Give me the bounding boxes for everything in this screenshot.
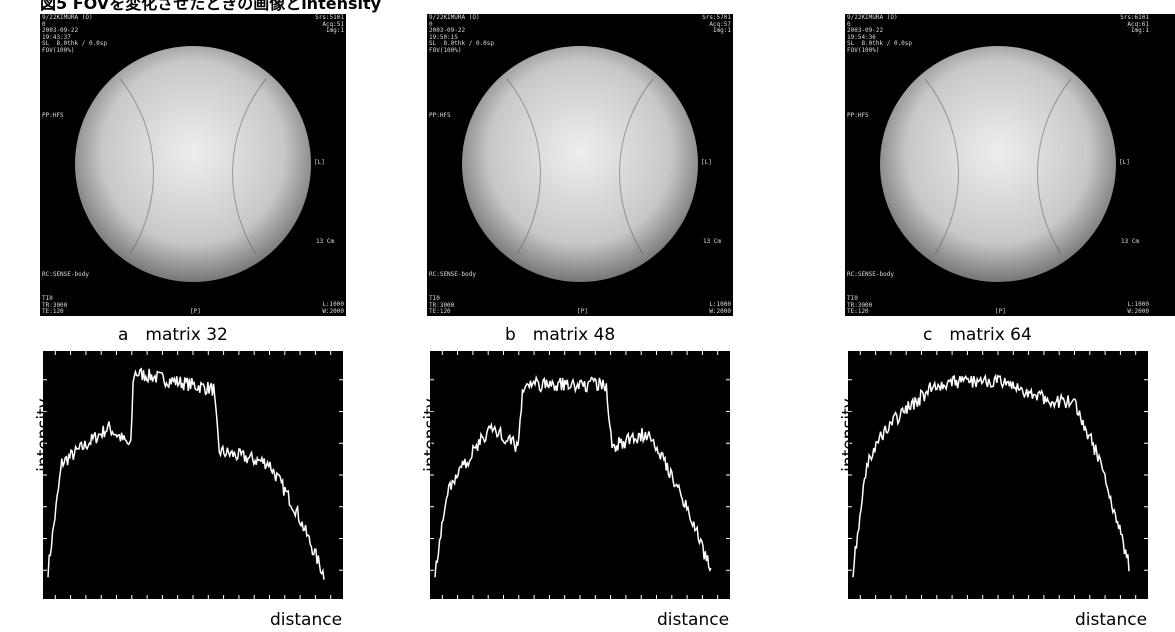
phantom-disc [462, 46, 698, 282]
overlay-line: TE:120 [429, 309, 454, 316]
overlay-line: Img:1 [315, 28, 344, 35]
x-axis-label: distance [1075, 610, 1147, 630]
phantom-disc [880, 46, 1116, 282]
overlay-text: [L] [1119, 160, 1130, 167]
caption: b matrix 48 [505, 320, 615, 345]
y-axis-label: intensity [421, 395, 441, 475]
overlay-text: PP:HFS [42, 113, 64, 120]
overlay-text: 13 Cm [1121, 239, 1139, 246]
overlay-text: 13 Cm [316, 239, 334, 246]
overlay-text: RC:SENSE-body [429, 272, 476, 279]
overlay-text: [P] [190, 309, 201, 316]
profile-plot [427, 348, 733, 602]
overlay-text: [P] [577, 309, 588, 316]
y-axis-label: intensity [34, 395, 54, 475]
overlay-line: FOV(100%) [42, 48, 107, 55]
overlay-line: FOV(100%) [429, 48, 494, 55]
overlay-line: W:2000 [1127, 309, 1149, 316]
caption: c matrix 64 [923, 320, 1032, 345]
overlay-text: [L] [314, 160, 325, 167]
x-axis-label: distance [270, 610, 342, 630]
overlay-line: Img:1 [1120, 28, 1149, 35]
overlay-line: Img:1 [702, 28, 731, 35]
x-axis-label: distance [657, 610, 729, 630]
overlay-line: W:2000 [322, 309, 344, 316]
y-axis-label: intensity [839, 395, 859, 475]
overlay-text: PP:HFS [429, 113, 451, 120]
overlay-line: TE:120 [847, 309, 872, 316]
overlay-line: TE:120 [42, 309, 67, 316]
overlay-text: [P] [995, 309, 1006, 316]
phantom-disc [75, 46, 311, 282]
overlay-line: W:2000 [709, 309, 731, 316]
caption: a matrix 32 [118, 320, 228, 345]
overlay-text: RC:SENSE-body [847, 272, 894, 279]
figure-title: 図5 FOVを変化させたときの画像とintensity [40, 0, 381, 14]
overlay-text: RC:SENSE-body [42, 272, 89, 279]
overlay-text: 13 Cm [703, 239, 721, 246]
page: 図5 FOVを変化させたときの画像とintensity 9/22KIMURA (… [0, 0, 1175, 632]
overlay-line: FOV(100%) [847, 48, 912, 55]
profile-plot [845, 348, 1151, 602]
profile-plot [40, 348, 346, 602]
overlay-text: [L] [701, 160, 712, 167]
overlay-text: PP:HFS [847, 113, 869, 120]
